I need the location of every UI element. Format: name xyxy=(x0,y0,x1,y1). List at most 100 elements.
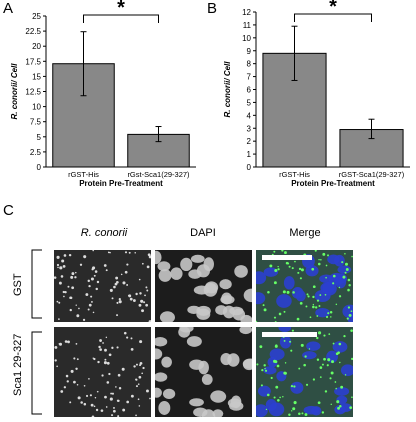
bacterium-dot xyxy=(312,378,316,381)
bacterium-dot xyxy=(308,348,311,350)
bacterium-dot xyxy=(139,362,143,365)
bacterium-dot xyxy=(337,351,340,354)
bacterium-dot xyxy=(105,406,108,408)
bacterium-dot xyxy=(63,386,67,389)
bacterium-dot xyxy=(116,399,120,402)
bacterium-dot xyxy=(83,384,86,387)
bacterium-dot xyxy=(126,263,129,266)
bacterium-dot xyxy=(324,390,328,393)
nucleus xyxy=(267,356,278,368)
nucleus xyxy=(190,254,205,263)
y-tick-label: 12 xyxy=(242,8,251,17)
bacterium-dot xyxy=(337,406,341,410)
bacterium-dot xyxy=(138,303,142,307)
bacterium-dot xyxy=(103,264,107,267)
bacterium-dot xyxy=(343,334,346,338)
bacterium-dot xyxy=(95,408,99,412)
bacterium-dot xyxy=(91,415,95,417)
bacterium-dot xyxy=(349,406,353,410)
bacterium-dot xyxy=(277,265,279,268)
bacterium-dot xyxy=(350,310,353,313)
bacterium-dot xyxy=(109,251,111,254)
bacterium-dot xyxy=(148,320,151,322)
bacterium-dot xyxy=(330,316,332,318)
bacterium-dot xyxy=(122,281,126,285)
x-tick-label: rGST-His xyxy=(279,170,310,179)
panel-letter-b: B xyxy=(207,0,218,17)
bacterium-dot xyxy=(135,378,138,381)
nucleus xyxy=(219,279,232,290)
bacterium-dot xyxy=(277,399,280,402)
col-header-merge: Merge xyxy=(289,227,321,239)
nucleus xyxy=(158,401,171,415)
x-axis-label: Protein Pre-Treatment xyxy=(79,179,163,188)
bacterium-dot xyxy=(62,290,65,294)
nucleus xyxy=(155,387,162,398)
bacterium-dot xyxy=(83,255,87,259)
bacterium-dot xyxy=(283,371,287,375)
bacterium-dot xyxy=(317,331,322,335)
bacterium-dot xyxy=(348,313,352,317)
bacterium-dot xyxy=(106,381,110,384)
bacterium-dot xyxy=(115,276,119,280)
bacterium-dot xyxy=(63,295,65,298)
y-tick-label: 10 xyxy=(242,34,251,43)
nucleus xyxy=(229,401,244,411)
bacterium-dot xyxy=(316,315,319,317)
bacterium-dot xyxy=(300,343,304,347)
nucleus xyxy=(311,406,322,416)
bacterium-dot xyxy=(338,295,342,298)
significance-bracket xyxy=(294,13,372,22)
bacterium-dot xyxy=(85,394,89,398)
bacterium-dot xyxy=(338,286,341,289)
bacterium-dot xyxy=(64,290,67,294)
bacterium-dot xyxy=(298,412,301,416)
bacterium-dot xyxy=(90,295,93,298)
bacterium-dot xyxy=(269,264,273,268)
bacterium-dot xyxy=(118,386,122,390)
micrograph-rconorii-gst xyxy=(54,250,151,322)
bacterium-dot xyxy=(63,254,67,257)
y-tick-label: 22.5 xyxy=(25,27,41,36)
bacterium-dot xyxy=(126,400,130,404)
bacterium-dot xyxy=(88,303,92,307)
bacterium-dot xyxy=(346,317,349,320)
bacterium-dot xyxy=(93,274,96,277)
x-axis-label: Protein Pre-Treatment xyxy=(291,179,375,188)
bacterium-dot xyxy=(62,265,66,268)
nucleus xyxy=(278,327,292,333)
bacterium-dot xyxy=(267,290,270,294)
bacterium-dot xyxy=(350,329,353,332)
col-header-dapi: DAPI xyxy=(190,227,216,239)
significance-bracket xyxy=(83,14,159,23)
bacterium-dot xyxy=(347,278,351,282)
col-header-rconorii: R. conorii xyxy=(80,227,128,239)
row-label-sca1: Sca1 29-327 xyxy=(12,333,24,396)
bacterium-dot xyxy=(147,253,151,257)
bacterium-dot xyxy=(298,267,302,271)
bacterium-dot xyxy=(316,336,319,340)
bacterium-dot xyxy=(332,342,335,345)
bacterium-dot xyxy=(88,378,90,380)
bacterium-dot xyxy=(76,314,80,318)
bacterium-dot xyxy=(141,262,144,265)
bacterium-dot xyxy=(90,403,94,407)
bacterium-dot xyxy=(104,358,107,361)
y-axis-label: R. conorii/ Cell xyxy=(223,61,232,118)
bacterium-dot xyxy=(73,357,76,360)
y-tick-label: 20 xyxy=(32,42,41,51)
bacterium-dot xyxy=(98,345,101,349)
bacterium-dot xyxy=(291,410,293,412)
bacterium-dot xyxy=(75,367,78,370)
bacterium-dot xyxy=(300,268,304,272)
bacterium-dot xyxy=(266,393,270,397)
bacterium-dot xyxy=(75,271,77,274)
bacterium-dot xyxy=(146,389,149,393)
nucleus xyxy=(334,404,346,415)
bacterium-dot xyxy=(123,331,127,335)
bacterium-dot xyxy=(103,361,107,365)
bacterium-dot xyxy=(306,293,309,296)
bacterium-dot xyxy=(97,360,100,364)
nucleus xyxy=(170,267,183,280)
bacterium-dot xyxy=(127,294,130,297)
